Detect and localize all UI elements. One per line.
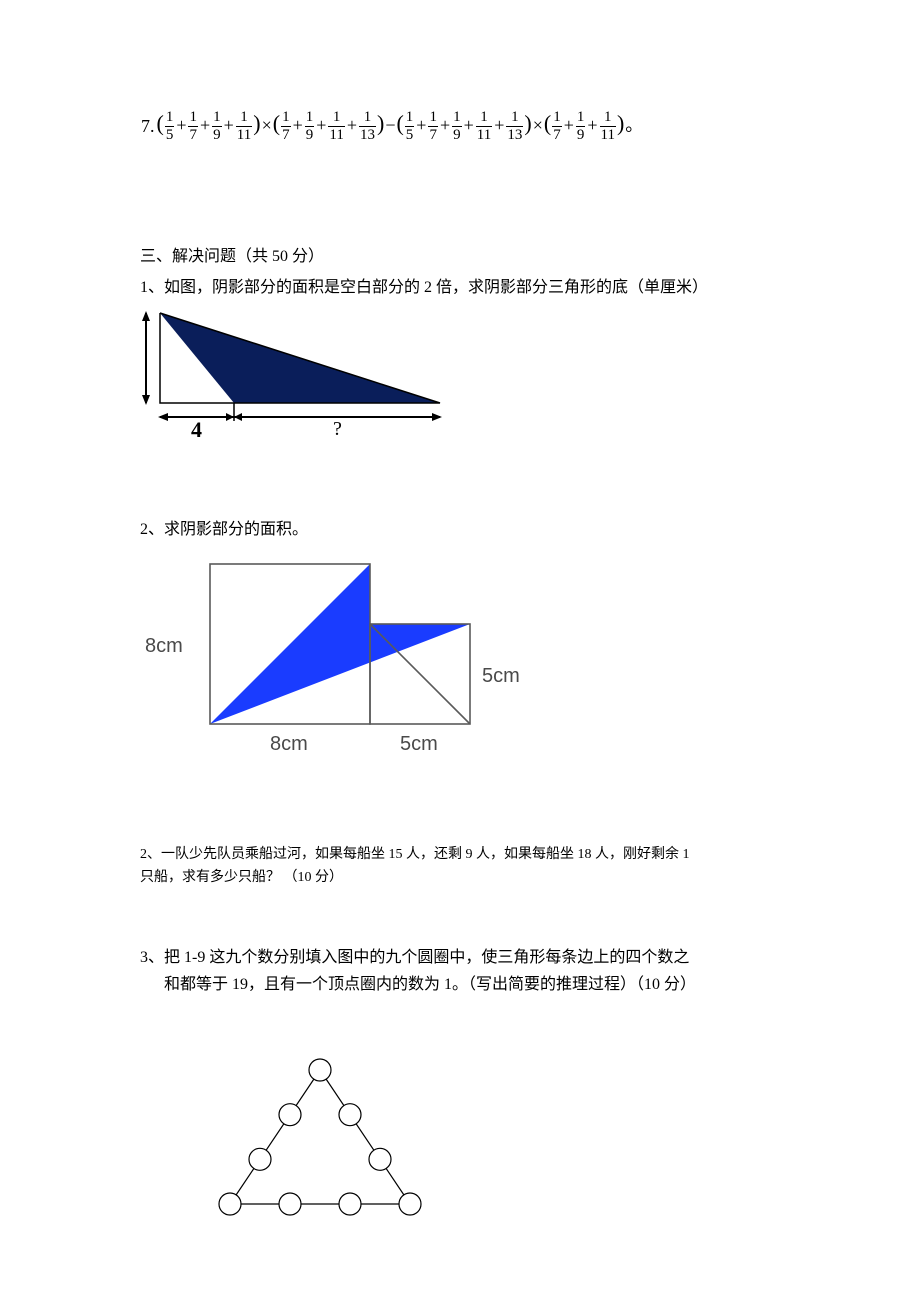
q7-label: 7. xyxy=(140,116,156,137)
fraction: 17 xyxy=(552,110,562,143)
problem-3-line2: 和都等于 19，且有一个顶点圈内的数为 1。（写出简要的推理过程）（10 分） xyxy=(164,971,860,998)
problem-2b: 2、一队少先队员乘船过河，如果每船坐 15 人，还剩 9 人，如果每船坐 18 … xyxy=(140,843,860,891)
problem-7-equation: 7. (15+17+19+111)×(17+19+111+113)−(15+17… xyxy=(140,110,860,143)
svg-text:?: ? xyxy=(333,418,342,437)
squares-diagram: 8cm 8cm 5cm 5cm xyxy=(140,554,540,764)
section-3-header: 三、解决问题（共 50 分） xyxy=(140,243,860,270)
fraction: 19 xyxy=(212,110,222,143)
problem-2b-line2: 只船，求有多少只船？ （10 分） xyxy=(140,866,860,890)
fraction: 111 xyxy=(328,110,344,143)
svg-text:8cm: 8cm xyxy=(270,733,308,755)
problem-3: 3、 把 1-9 这九个数分别填入图中的九个圆圈中，使三角形每条边上的四个数之 … xyxy=(140,944,860,998)
triangle-diagram: 44? xyxy=(140,307,450,437)
problem-2a-text: 2、求阴影部分的面积。 xyxy=(140,516,860,543)
problem-1-text: 1、如图，阴影部分的面积是空白部分的 2 倍，求阴影部分三角形的底（单厘米） xyxy=(140,274,860,301)
fraction: 111 xyxy=(236,110,252,143)
fraction: 17 xyxy=(281,110,291,143)
fraction: 19 xyxy=(305,110,315,143)
fraction: 15 xyxy=(165,110,175,143)
svg-text:5cm: 5cm xyxy=(482,665,520,687)
fraction: 15 xyxy=(405,110,415,143)
fraction: 113 xyxy=(506,110,523,143)
problem-3-line1: 把 1-9 这九个数分别填入图中的九个圆圈中，使三角形每条边上的四个数之 xyxy=(164,944,860,971)
fraction: 17 xyxy=(428,110,438,143)
svg-text:8cm: 8cm xyxy=(145,635,183,657)
problem-3-figure xyxy=(200,1054,860,1229)
triangle-circles-diagram xyxy=(200,1054,440,1224)
fraction: 113 xyxy=(359,110,376,143)
section-3-title: 三、解决问题（共 50 分） xyxy=(140,248,324,265)
fraction: 17 xyxy=(188,110,198,143)
fraction: 19 xyxy=(576,110,586,143)
fraction: 19 xyxy=(452,110,462,143)
problem-1-figure: 44? xyxy=(140,307,860,442)
fraction: 111 xyxy=(476,110,492,143)
fraction: 111 xyxy=(600,110,616,143)
svg-text:4: 4 xyxy=(191,417,202,437)
problem-2a-figure: 8cm 8cm 5cm 5cm xyxy=(140,554,860,769)
problem-3-number: 3、 xyxy=(140,944,164,998)
svg-text:5cm: 5cm xyxy=(400,733,438,755)
problem-2b-line1: 2、一队少先队员乘船过河，如果每船坐 15 人，还剩 9 人，如果每船坐 18 … xyxy=(140,843,860,867)
